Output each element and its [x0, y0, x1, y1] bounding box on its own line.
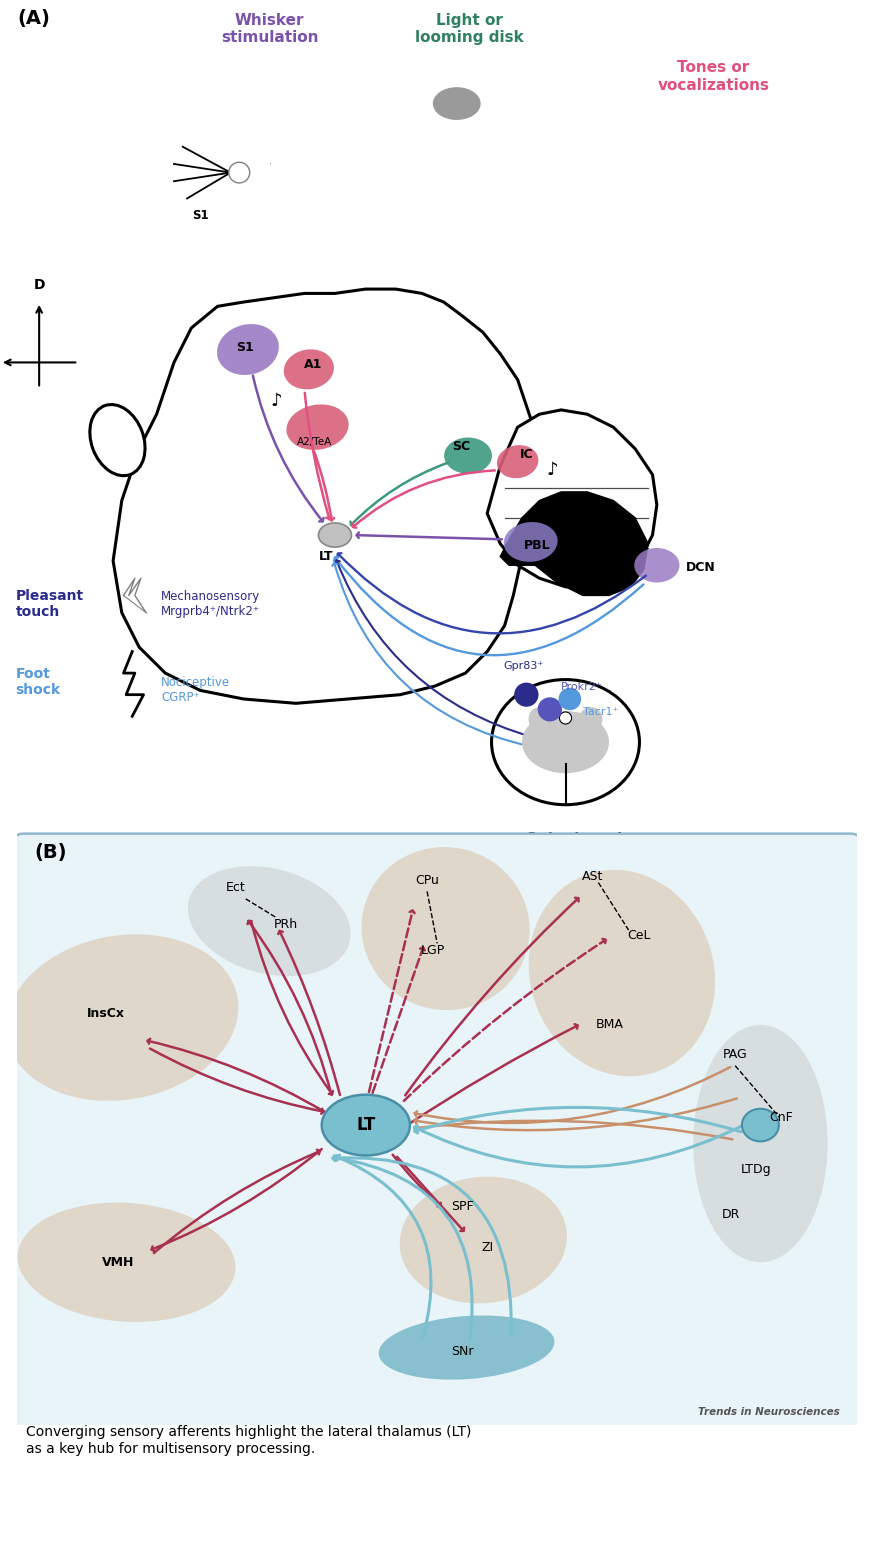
Ellipse shape — [378, 1316, 554, 1379]
Ellipse shape — [6, 934, 238, 1100]
Text: BMA: BMA — [594, 1019, 622, 1031]
Text: SPF: SPF — [450, 1200, 473, 1213]
Text: Trends in Neurosciences: Trends in Neurosciences — [698, 1407, 839, 1416]
Text: PBL: PBL — [524, 539, 550, 552]
FancyBboxPatch shape — [11, 834, 862, 1430]
Circle shape — [537, 697, 561, 721]
Text: A2/TeA: A2/TeA — [297, 436, 332, 447]
Ellipse shape — [322, 1094, 409, 1156]
Text: CeL: CeL — [627, 929, 650, 943]
Polygon shape — [500, 492, 647, 595]
Circle shape — [514, 683, 538, 707]
Text: ♪: ♪ — [270, 393, 282, 410]
Text: D: D — [33, 277, 45, 291]
Ellipse shape — [318, 522, 351, 547]
Text: (A): (A) — [17, 9, 50, 28]
Text: InsCx: InsCx — [86, 1008, 124, 1020]
Text: Pleasant
touch: Pleasant touch — [16, 589, 83, 619]
Ellipse shape — [286, 404, 348, 450]
Ellipse shape — [634, 549, 679, 582]
Text: Tacr1⁺: Tacr1⁺ — [582, 707, 618, 717]
Text: LTDg: LTDg — [740, 1163, 771, 1176]
Text: PAG: PAG — [722, 1048, 746, 1062]
Ellipse shape — [693, 1025, 826, 1262]
Text: Nociceptive
CGRP⁺: Nociceptive CGRP⁺ — [161, 676, 229, 704]
Ellipse shape — [503, 522, 557, 562]
Text: LT: LT — [355, 1116, 375, 1134]
Text: SNr: SNr — [451, 1345, 473, 1358]
Text: (B): (B) — [34, 843, 67, 863]
Ellipse shape — [90, 405, 145, 476]
Text: Spinal cord: Spinal cord — [526, 832, 621, 848]
Text: S1: S1 — [191, 210, 209, 222]
Text: PRh: PRh — [273, 918, 297, 931]
Circle shape — [229, 162, 249, 183]
Text: CPu: CPu — [415, 874, 439, 886]
Ellipse shape — [576, 707, 602, 734]
Ellipse shape — [399, 1177, 567, 1304]
Text: S1: S1 — [236, 341, 254, 354]
Text: Ect: Ect — [226, 881, 245, 894]
Text: A1: A1 — [303, 358, 322, 371]
Text: DCN: DCN — [685, 561, 714, 575]
Text: DR: DR — [721, 1208, 740, 1220]
Ellipse shape — [362, 848, 529, 1009]
Text: VMH: VMH — [102, 1256, 134, 1268]
Ellipse shape — [491, 680, 639, 804]
Text: LT: LT — [319, 550, 333, 562]
Text: Converging sensory afferents highlight the lateral thalamus (LT)
as a key hub fo: Converging sensory afferents highlight t… — [26, 1425, 471, 1456]
Circle shape — [741, 1110, 778, 1142]
Circle shape — [559, 712, 571, 724]
Ellipse shape — [527, 707, 554, 734]
Text: ASt: ASt — [581, 871, 602, 883]
Text: ♪: ♪ — [546, 461, 558, 479]
Text: LGP: LGP — [421, 945, 445, 957]
Polygon shape — [487, 410, 656, 587]
Ellipse shape — [283, 350, 334, 390]
Ellipse shape — [17, 1202, 235, 1322]
Text: Foot
shock: Foot shock — [16, 667, 61, 697]
Text: Tones or
vocalizations: Tones or vocalizations — [657, 60, 768, 92]
Text: Prokr2⁺: Prokr2⁺ — [561, 683, 602, 692]
Text: CnF: CnF — [769, 1111, 793, 1123]
Text: Gpr83⁺: Gpr83⁺ — [503, 661, 543, 672]
Ellipse shape — [433, 88, 481, 120]
Ellipse shape — [528, 869, 714, 1076]
Text: SC: SC — [452, 439, 469, 453]
Text: ZI: ZI — [481, 1241, 493, 1254]
Text: Light or
looming disk: Light or looming disk — [415, 12, 523, 45]
Text: Mechanosensory
Mrgprb4⁺/Ntrk2⁺: Mechanosensory Mrgprb4⁺/Ntrk2⁺ — [161, 590, 260, 618]
Text: Whisker
stimulation: Whisker stimulation — [221, 12, 318, 45]
Ellipse shape — [496, 445, 538, 478]
Ellipse shape — [216, 324, 279, 374]
Ellipse shape — [188, 866, 350, 975]
Ellipse shape — [444, 438, 492, 473]
Ellipse shape — [521, 710, 608, 774]
Polygon shape — [113, 290, 534, 703]
Circle shape — [558, 687, 580, 710]
Text: IC: IC — [519, 448, 533, 461]
